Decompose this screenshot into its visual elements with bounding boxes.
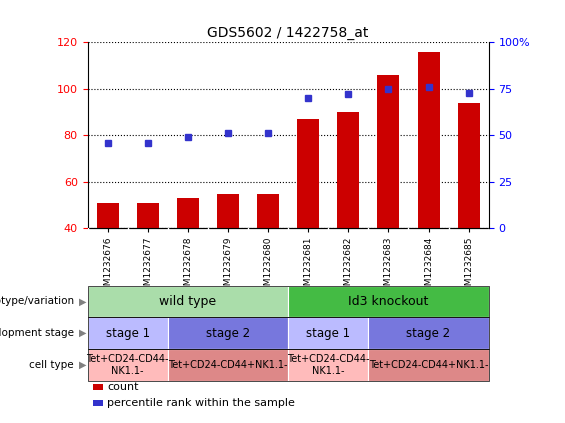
Bar [337, 112, 359, 321]
Bar [297, 119, 319, 321]
Text: GSM1232679: GSM1232679 [224, 237, 232, 297]
Bar [97, 203, 119, 321]
Text: ▶: ▶ [79, 328, 87, 338]
Bar [458, 103, 480, 321]
Bar [257, 194, 279, 321]
Text: GSM1232681: GSM1232681 [304, 237, 312, 297]
Bar [217, 194, 239, 321]
Text: cell type: cell type [29, 360, 74, 370]
Text: stage 2: stage 2 [406, 327, 451, 340]
Title: GDS5602 / 1422758_at: GDS5602 / 1422758_at [207, 26, 369, 40]
Text: GSM1232683: GSM1232683 [384, 237, 393, 297]
Text: stage 1: stage 1 [306, 327, 350, 340]
Bar [377, 75, 399, 321]
Text: GSM1232684: GSM1232684 [424, 237, 433, 297]
Text: GSM1232685: GSM1232685 [464, 237, 473, 297]
Text: GSM1232680: GSM1232680 [264, 237, 272, 297]
Text: stage 2: stage 2 [206, 327, 250, 340]
Text: count: count [107, 382, 139, 392]
Text: stage 1: stage 1 [106, 327, 150, 340]
Text: ▶: ▶ [79, 360, 87, 370]
Bar [418, 52, 440, 321]
Text: GSM1232677: GSM1232677 [144, 237, 152, 297]
Text: development stage: development stage [0, 328, 74, 338]
Text: Tet+CD24-CD44-
NK1.1-: Tet+CD24-CD44- NK1.1- [86, 354, 169, 376]
Text: GSM1232678: GSM1232678 [184, 237, 192, 297]
Text: Id3 knockout: Id3 knockout [348, 295, 429, 308]
Text: ▶: ▶ [79, 297, 87, 306]
Text: genotype/variation: genotype/variation [0, 297, 74, 306]
Text: Tet+CD24-CD44+NK1.1-: Tet+CD24-CD44+NK1.1- [369, 360, 488, 370]
Text: Tet+CD24-CD44-
NK1.1-: Tet+CD24-CD44- NK1.1- [287, 354, 370, 376]
Bar [137, 203, 159, 321]
Text: Tet+CD24-CD44+NK1.1-: Tet+CD24-CD44+NK1.1- [168, 360, 288, 370]
Text: percentile rank within the sample: percentile rank within the sample [107, 398, 295, 408]
Bar [177, 198, 199, 321]
Text: GSM1232682: GSM1232682 [344, 237, 353, 297]
Text: GSM1232676: GSM1232676 [103, 237, 112, 297]
Text: wild type: wild type [159, 295, 216, 308]
